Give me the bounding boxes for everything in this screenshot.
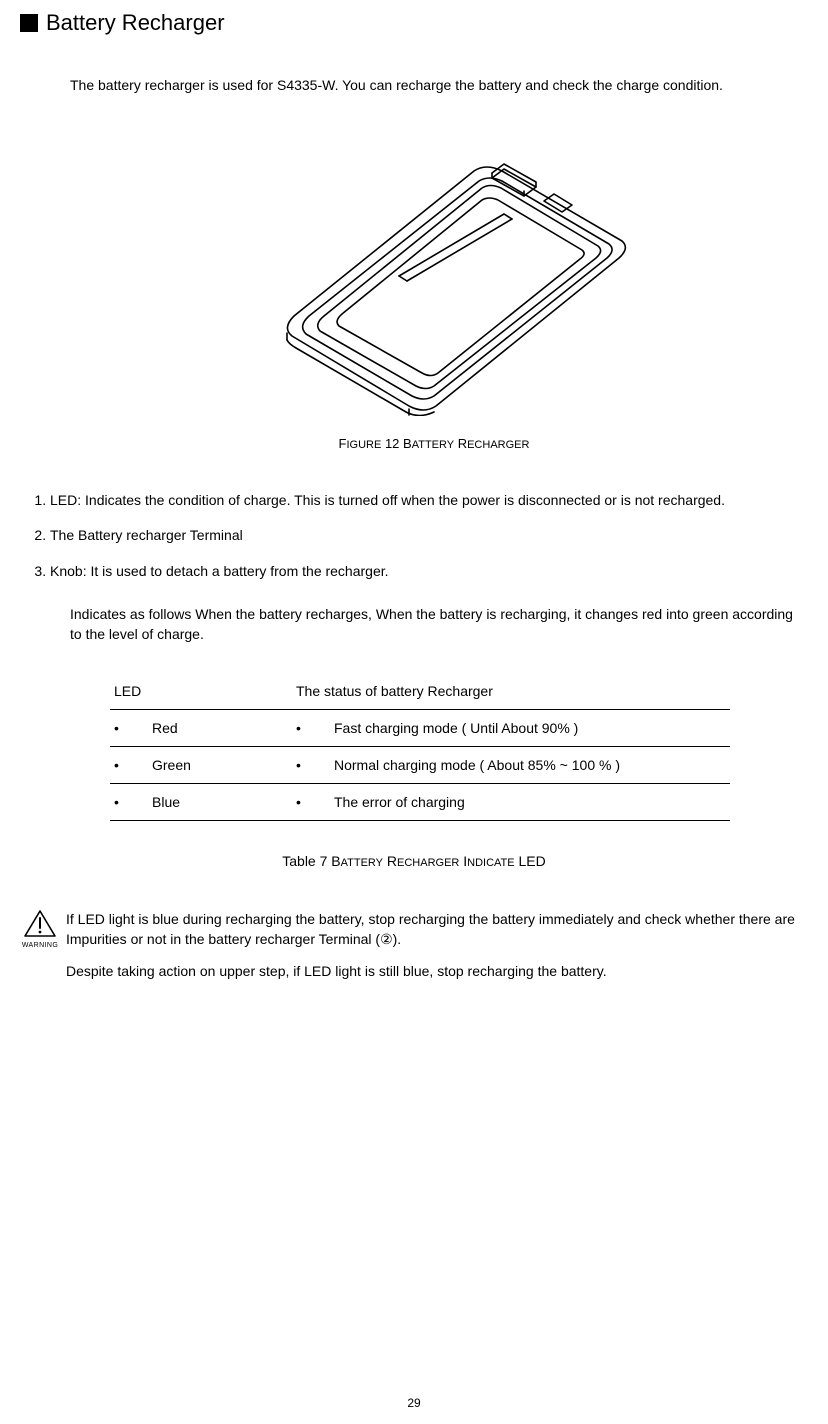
bullet-icon: • — [296, 757, 334, 773]
intro-paragraph: The battery recharger is used for S4335-… — [70, 76, 798, 96]
caption-text: FIGURE 12 BATTERY RECHARGER — [339, 436, 530, 451]
section-bullet-icon — [20, 14, 38, 32]
warning-label: WARNING — [20, 942, 60, 949]
warning-line: Despite taking action on upper step, if … — [66, 961, 808, 981]
table-caption: Table 7 BATTERY RECHARGER INDICATE LED — [20, 853, 808, 869]
numbered-list: LED: Indicates the condition of charge. … — [20, 491, 808, 582]
figure-caption: FIGURE 12 BATTERY RECHARGER — [70, 436, 798, 451]
table-row: •Red •Fast charging mode ( Until About 9… — [110, 709, 730, 746]
warning-block: WARNING If LED light is blue during rech… — [20, 909, 808, 994]
led-status: The error of charging — [334, 794, 465, 810]
section-header: Battery Recharger — [20, 10, 808, 36]
led-color: Blue — [152, 794, 180, 810]
table-row: •Blue •The error of charging — [110, 783, 730, 820]
figure-image — [70, 126, 798, 421]
led-status-table: LED The status of battery Recharger •Red… — [110, 673, 730, 821]
bullet-icon: • — [296, 720, 334, 736]
section-title: Battery Recharger — [46, 10, 225, 36]
warning-icon: WARNING — [20, 909, 60, 949]
warning-line: If LED light is blue during recharging t… — [66, 909, 808, 950]
bullet-icon: • — [114, 794, 152, 810]
list-item: Knob: It is used to detach a battery fro… — [50, 562, 808, 582]
bullet-icon: • — [114, 720, 152, 736]
list-item: LED: Indicates the condition of charge. … — [50, 491, 808, 511]
table-header-status: The status of battery Recharger — [292, 673, 730, 710]
table-header-led: LED — [110, 673, 292, 710]
led-status: Normal charging mode ( About 85% ~ 100 %… — [334, 757, 620, 773]
page-number: 29 — [0, 1396, 828, 1410]
warning-text: If LED light is blue during recharging t… — [66, 909, 808, 994]
led-color: Red — [152, 720, 178, 736]
bullet-icon: • — [114, 757, 152, 773]
mid-paragraph: Indicates as follows When the battery re… — [70, 605, 798, 644]
table-row: •Green •Normal charging mode ( About 85%… — [110, 746, 730, 783]
list-item: The Battery recharger Terminal — [50, 526, 808, 546]
bullet-icon: • — [296, 794, 334, 810]
led-color: Green — [152, 757, 191, 773]
led-status: Fast charging mode ( Until About 90% ) — [334, 720, 578, 736]
